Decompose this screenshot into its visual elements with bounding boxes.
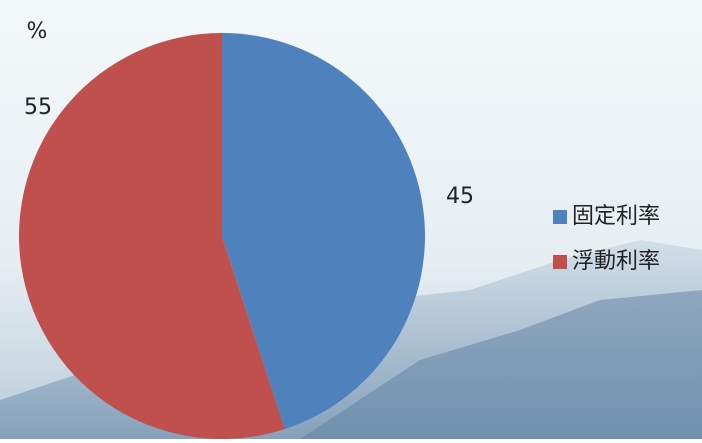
legend-label: 固定利率 [572,204,660,229]
legend-swatch [553,210,567,224]
unit-label: % [27,19,48,44]
legend-swatch [553,255,567,269]
chart: % 45 55 固定利率浮動利率 [0,0,702,439]
data-label: 45 [446,184,474,209]
legend-label: 浮動利率 [572,249,660,274]
data-label: 55 [24,95,52,120]
